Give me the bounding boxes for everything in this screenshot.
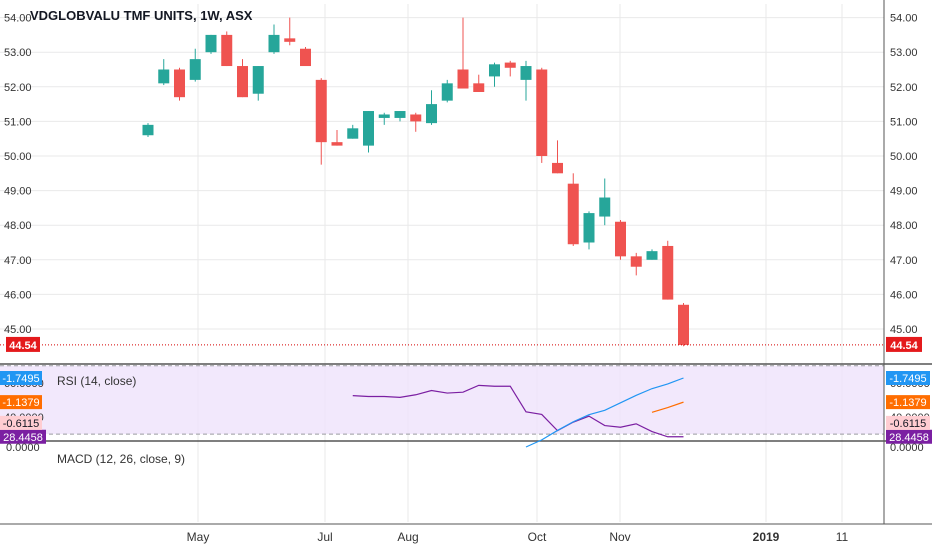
x-tick-label: May: [187, 530, 210, 544]
candle-body: [678, 304, 689, 345]
x-tick-label: Aug: [397, 530, 418, 544]
y-tick-label-left: 47.00: [4, 255, 32, 267]
y-tick-label-left: 52.00: [4, 82, 32, 94]
candle-body: [426, 104, 437, 124]
candle-body: [504, 62, 516, 68]
last-price-text-right: 44.54: [890, 340, 918, 352]
macd-label: MACD (12, 26, close, 9): [57, 452, 186, 466]
y-tick-label-left: 50.00: [4, 151, 32, 163]
candle-body: [347, 128, 359, 139]
candle-body: [268, 34, 280, 53]
y-tick-label-right: 45.00: [890, 324, 918, 336]
macd-badge-left: [0, 415, 42, 430]
candle-body: [662, 245, 674, 300]
candle-body: [315, 79, 327, 143]
candle-body: [284, 38, 296, 42]
candle-body: [378, 114, 390, 118]
candle-body: [583, 213, 595, 243]
candle-body: [536, 69, 548, 156]
candle-body: [221, 34, 233, 67]
last-price-text-left: 44.54: [9, 340, 37, 352]
y-tick-label-right: 51.00: [890, 116, 918, 128]
candle-body: [158, 69, 170, 84]
macd-badge-left: [0, 371, 42, 385]
y-tick-label-left: 54.00: [4, 13, 32, 25]
macd-badge-text-right: -0.6115: [890, 418, 927, 430]
macd-badge-left: [0, 395, 42, 410]
y-tick-label-right: 50.00: [890, 151, 918, 163]
candle-body: [567, 183, 579, 245]
y-tick-label-right: 46.00: [890, 289, 918, 301]
macd-badge-text-right: -1.1379: [889, 397, 926, 409]
rsi-line: [352, 384, 684, 438]
candle-body: [646, 251, 658, 260]
y-tick-label-right: 53.00: [890, 47, 918, 59]
x-tick-label: 2019: [753, 530, 780, 544]
rsi-badge-right: [886, 429, 932, 444]
candle-body: [630, 256, 642, 267]
y-tick-label-left: 45.00: [4, 324, 32, 336]
candle-body: [520, 66, 532, 80]
rsi-badge-left: [0, 429, 46, 444]
x-tick-label: Oct: [528, 530, 547, 544]
macd-badge-right: [886, 395, 930, 410]
y-tick-label-left: 49.00: [4, 186, 32, 198]
y-tick-label-right: 49.00: [890, 186, 918, 198]
candle-body: [252, 66, 264, 94]
rsi-label: RSI (14, close): [57, 374, 137, 388]
candle-body: [363, 111, 374, 146]
macd-badge-text-left: -0.6115: [3, 418, 40, 430]
candle-body: [489, 64, 500, 77]
rsi-badge-text-left: 28.4458: [3, 432, 43, 444]
macd-badge-right: [886, 371, 930, 385]
y-tick-label-left: 46.00: [4, 289, 32, 301]
rsi-band-fill: [0, 365, 884, 435]
last-price-badge-right: [886, 336, 922, 352]
y-tick-label-right: 47.00: [890, 255, 918, 267]
macd-line: [525, 377, 684, 448]
last-price-badge-left: [6, 336, 40, 352]
candle-body: [473, 83, 485, 92]
macd-badge-text-right: -1.7495: [889, 373, 926, 385]
candle-body: [441, 83, 453, 101]
candle-body: [237, 66, 248, 98]
macd-tick-right: 0.0000: [890, 442, 924, 454]
y-tick-label-right: 48.00: [890, 220, 918, 232]
candle-body: [174, 69, 185, 98]
candle-body: [300, 48, 311, 67]
candle-body: [552, 162, 563, 174]
candle-body: [205, 34, 217, 53]
x-tick-label: Nov: [609, 530, 630, 544]
rsi-badge-text-right: 28.4458: [889, 432, 929, 444]
chart-title: VDGLOBVALU TMF UNITS, 1W, ASX: [30, 8, 253, 23]
candle-body: [615, 221, 626, 257]
macd-tick-left: 0.0000: [6, 442, 40, 454]
candle-body: [394, 111, 406, 118]
candle-body: [457, 69, 469, 89]
signal-line: [651, 401, 684, 413]
x-tick-label: Jul: [317, 530, 332, 544]
candle-body: [142, 124, 154, 136]
candle-body: [410, 114, 422, 122]
y-tick-label-left: 51.00: [4, 116, 32, 128]
y-tick-label-right: 54.00: [890, 13, 918, 25]
y-tick-label-right: 52.00: [890, 82, 918, 94]
y-tick-label-left: 53.00: [4, 47, 32, 59]
macd-badge-right: [886, 415, 930, 430]
candle-body: [189, 59, 201, 80]
candle-body: [331, 142, 343, 146]
candle-body: [599, 197, 611, 217]
macd-badge-text-left: -1.7495: [2, 373, 39, 385]
y-tick-label-left: 48.00: [4, 220, 32, 232]
x-tick-label: 11: [836, 530, 849, 544]
macd-badge-text-left: -1.1379: [2, 397, 39, 409]
